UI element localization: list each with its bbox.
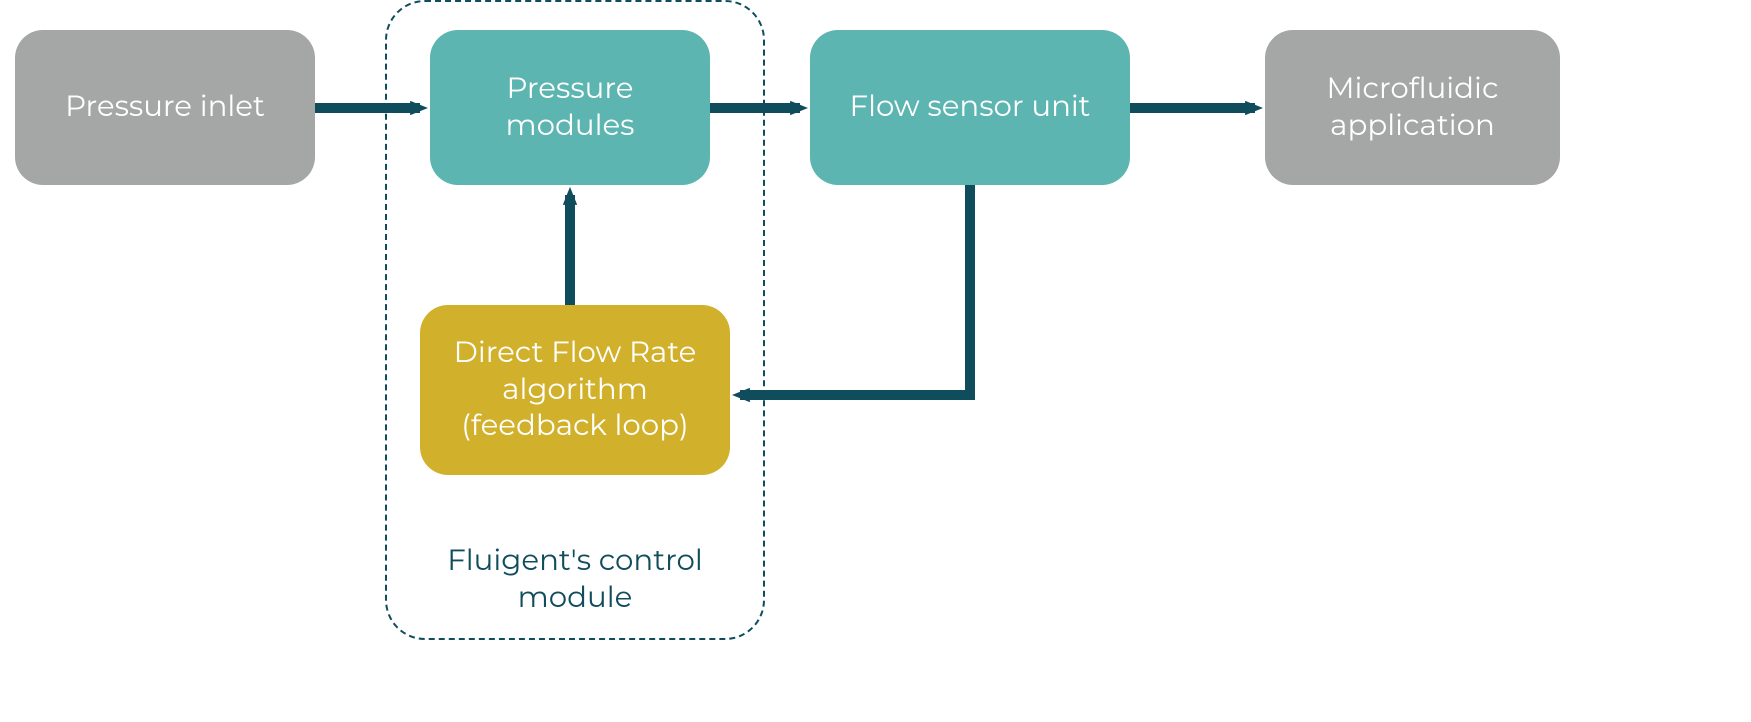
node-microfluidic-application: Microfluidic application bbox=[1265, 30, 1560, 185]
flowchart-canvas: Fluigent's control module Pressure inlet… bbox=[0, 0, 1751, 722]
node-flow-sensor: Flow sensor unit bbox=[810, 30, 1130, 185]
arrow-sensor-to-dfr bbox=[740, 185, 970, 395]
node-pressure-inlet: Pressure inlet bbox=[15, 30, 315, 185]
node-dfr-algorithm: Direct Flow Rate algorithm (feedback loo… bbox=[420, 305, 730, 475]
control-module-label: Fluigent's control module bbox=[410, 540, 740, 620]
node-pressure-modules: Pressure modules bbox=[430, 30, 710, 185]
